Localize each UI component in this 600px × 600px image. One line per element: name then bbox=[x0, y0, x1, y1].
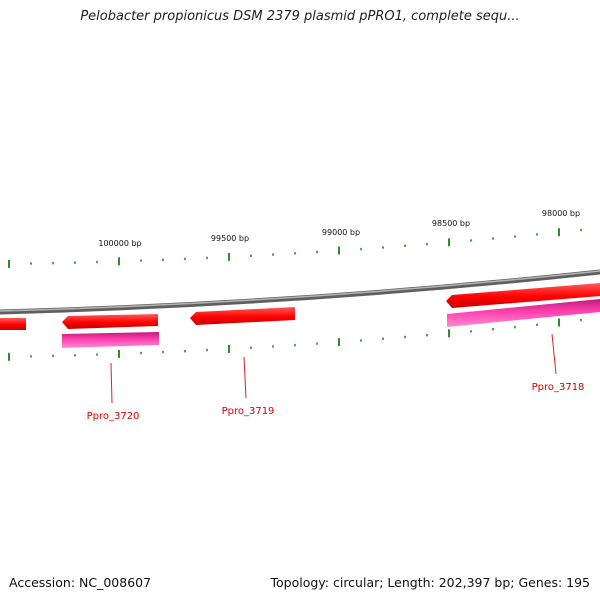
scale-label-98500: 98500 bp bbox=[432, 219, 470, 228]
forward-gene-arrow-3[interactable] bbox=[190, 307, 295, 325]
topology-summary-text: Topology: circular; Length: 202,397 bp; … bbox=[270, 575, 591, 590]
plasmid-backbone bbox=[0, 269, 600, 315]
inner-scale-ticks bbox=[8, 318, 582, 361]
gene-label-ppro3720[interactable]: Ppro_3720 bbox=[87, 411, 140, 422]
gene-label-ppro3718[interactable]: Ppro_3718 bbox=[532, 382, 585, 393]
scale-label-100000: 100000 bp bbox=[98, 239, 141, 248]
gene-leader-ppro3719 bbox=[243, 356, 247, 399]
forward-gene-arrow-1[interactable] bbox=[0, 318, 26, 330]
gene-leader-ppro3720 bbox=[110, 362, 113, 404]
gene-leader-ppro3718 bbox=[551, 333, 557, 375]
forward-gene-arrow-4[interactable] bbox=[446, 283, 600, 308]
plasmid-backbone-highlight bbox=[0, 270, 600, 312]
reverse-gene-arrow-1[interactable] bbox=[62, 332, 159, 348]
scale-label-99000: 99000 bp bbox=[322, 228, 360, 237]
scale-label-98000: 98000 bp bbox=[542, 209, 580, 218]
reverse-gene-arrow-2[interactable] bbox=[447, 299, 600, 327]
map-title: Pelobacter propionicus DSM 2379 plasmid … bbox=[80, 9, 520, 24]
outer-scale-ticks bbox=[8, 228, 582, 268]
scale-label-99500: 99500 bp bbox=[211, 234, 249, 243]
accession-text: Accession: NC_008607 bbox=[9, 575, 152, 590]
gene-label-ppro3719[interactable]: Ppro_3719 bbox=[222, 406, 275, 417]
forward-gene-arrow-2[interactable] bbox=[62, 314, 158, 329]
